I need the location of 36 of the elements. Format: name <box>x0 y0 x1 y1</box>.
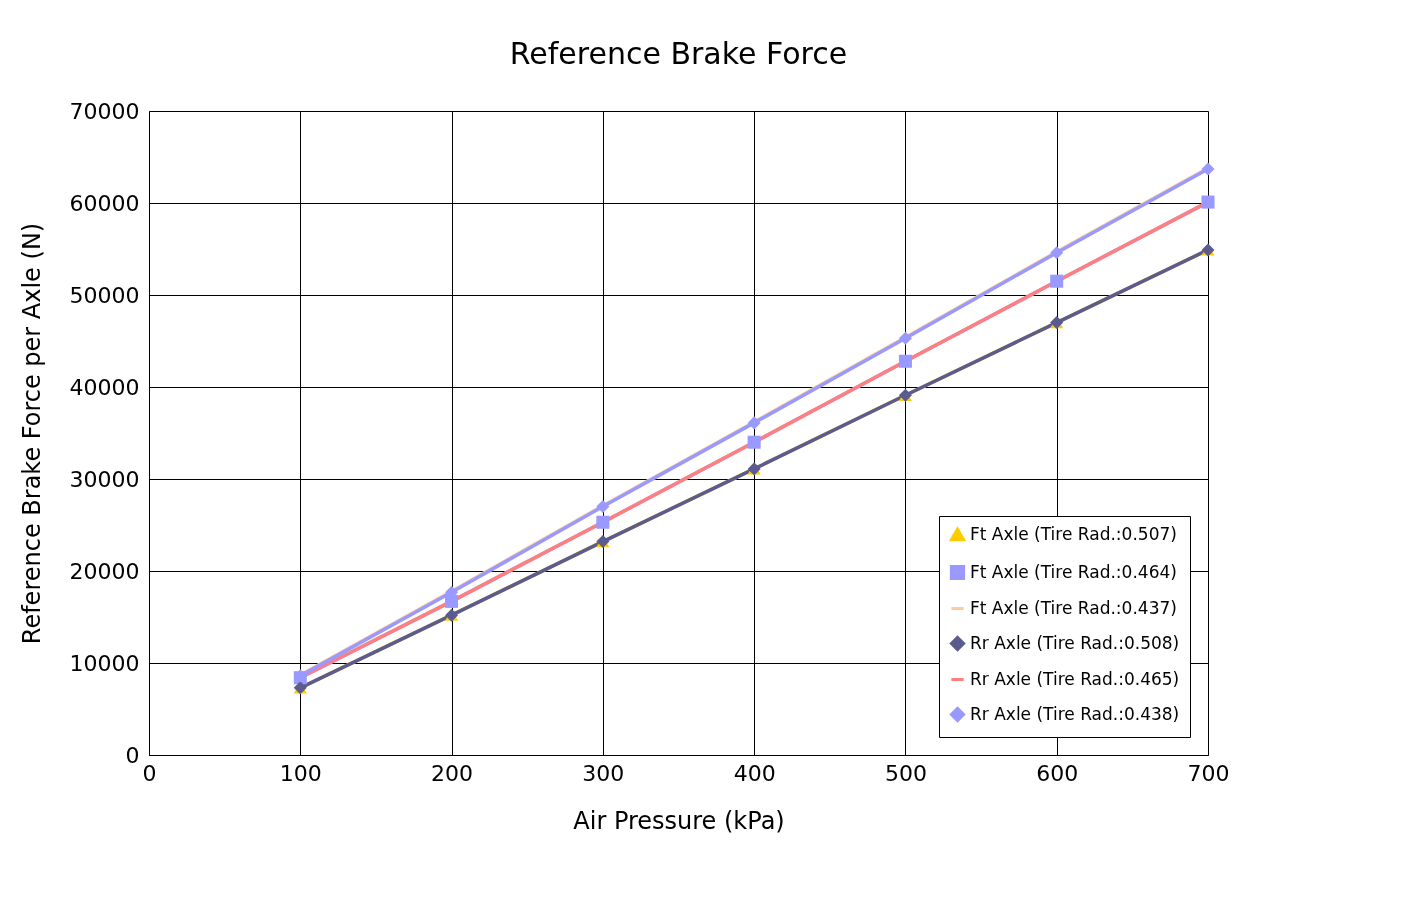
y-tick-label: 20000 <box>69 558 140 584</box>
point <box>445 594 459 608</box>
x-tick-label: 300 <box>582 760 625 786</box>
x-axis-title: Air Pressure (kPa) <box>573 806 785 835</box>
x-tick-label: 400 <box>733 760 776 786</box>
x-tick-label: 0 <box>142 760 157 786</box>
x-tick-label: 200 <box>431 760 474 786</box>
point <box>747 435 761 449</box>
y-tick-label: 0 <box>125 742 140 768</box>
x-tick-label: 500 <box>884 760 927 786</box>
point <box>1201 195 1215 209</box>
x-tick-label: 100 <box>279 760 322 786</box>
legend-label: Rr Axle (Tire Rad.:0.465) <box>970 668 1180 689</box>
legend-label: Rr Axle (Tire Rad.:0.508) <box>970 632 1180 653</box>
legend-label: Ft Axle (Tire Rad.:0.437) <box>970 597 1177 618</box>
y-tick-label: 40000 <box>69 374 140 400</box>
y-tick-label: 50000 <box>69 282 140 308</box>
legend-label: Ft Axle (Tire Rad.:0.507) <box>970 523 1177 544</box>
y-tick-label: 30000 <box>69 466 140 492</box>
point <box>1050 274 1064 288</box>
point <box>898 331 912 345</box>
y-axis-title: Reference Brake Force per Axle (N) <box>17 222 46 645</box>
legend-label: Ft Axle (Tire Rad.:0.464) <box>970 561 1177 582</box>
point <box>898 354 912 368</box>
y-tick-label: 10000 <box>69 650 140 676</box>
point <box>1201 162 1215 176</box>
point <box>596 515 610 529</box>
x-tick-label: 700 <box>1187 760 1230 786</box>
x-tick-label: 600 <box>1036 760 1079 786</box>
point <box>596 500 610 514</box>
y-tick-label: 70000 <box>69 98 140 124</box>
point <box>747 416 761 430</box>
legend-label: Rr Axle (Tire Rad.:0.438) <box>970 703 1180 724</box>
point <box>1050 246 1064 260</box>
chart-title: Reference Brake Force <box>509 36 848 71</box>
y-tick-label: 60000 <box>69 190 140 216</box>
